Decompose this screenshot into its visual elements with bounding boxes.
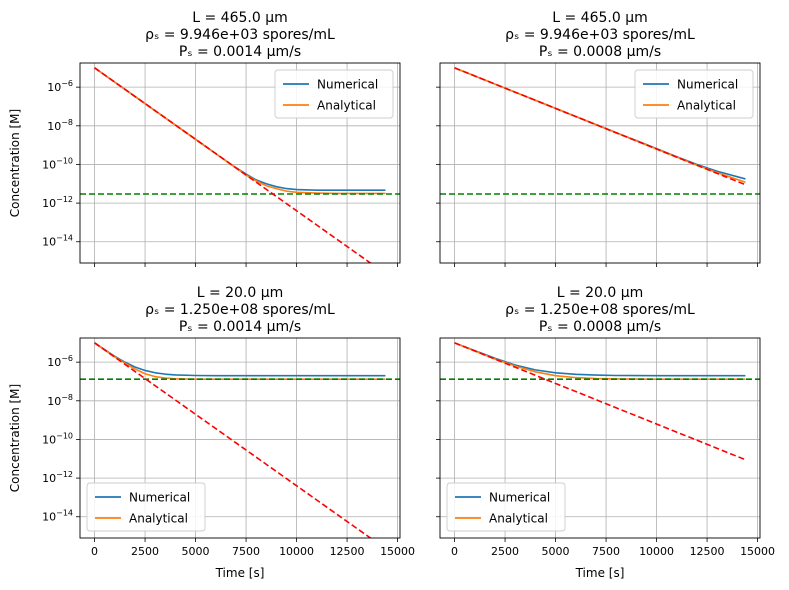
subplot-title-line-3: Pₛ = 0.0014 µm/s [179,44,301,60]
legend-label-analytical: Analytical [677,99,736,113]
subplot-title-line-3: Pₛ = 0.0014 µm/s [179,319,301,335]
y-tick-label: 10−10 [42,156,73,171]
initial-decay-dashed-line [94,67,372,263]
legend-label-numerical: Numerical [489,491,550,505]
x-axis-label: Time [s] [215,566,265,580]
x-tick-label: 12500 [690,545,725,558]
y-tick-label: 10−8 [47,393,73,408]
y-tick-label: 10−12 [42,470,73,485]
x-tick-label: 12500 [330,545,365,558]
subplot-title-line-3: Pₛ = 0.0008 µm/s [539,319,661,335]
subplot-title-line-2: ρₛ = 1.250e+08 spores/mL [145,302,335,318]
subplot-title-line-3: Pₛ = 0.0008 µm/s [539,44,661,60]
axes-frame [79,337,401,539]
initial-decay-dashed-line [94,342,372,538]
axes-frame [79,62,401,264]
axes-frame [439,337,761,539]
legend-label-analytical: Analytical [489,512,548,526]
subplot-title-line-1: L = 20.0 µm [197,285,284,301]
legend: Numerical Analytical [86,482,206,532]
legend: Numerical Analytical [274,69,394,119]
subplot-title-line-2: ρₛ = 9.946e+03 spores/mL [145,27,335,43]
y-tick-label: 10−6 [47,354,73,369]
x-tick-label: 2500 [491,545,519,558]
y-tick-label: 10−6 [47,79,73,94]
subplot-title-line-2: ρₛ = 9.946e+03 spores/mL [505,27,695,43]
legend-label-numerical: Numerical [317,78,378,92]
x-tick-label: 5000 [182,545,210,558]
x-tick-label: 0 [91,545,98,558]
legend-label-analytical: Analytical [317,99,376,113]
series-line-numerical [454,342,746,377]
series-line-analytical [94,342,386,380]
legend: Numerical Analytical [446,482,566,532]
y-tick-label: 10−8 [47,118,73,133]
series-group [80,67,400,263]
legend-box [86,482,206,532]
x-tick-label: 5000 [542,545,570,558]
x-tick-label: 15000 [380,545,415,558]
legend-label-numerical: Numerical [677,78,738,92]
subplot-title-line-1: L = 20.0 µm [557,285,644,301]
axes-frame [439,62,761,264]
subplot-title-line-2: ρₛ = 1.250e+08 spores/mL [505,302,695,318]
legend-box [274,69,394,119]
series-group [440,342,760,461]
x-tick-label: 10000 [279,545,314,558]
x-tick-label: 10000 [639,545,674,558]
legend-box [634,69,754,119]
x-axis-label: Time [s] [575,566,625,580]
legend: Numerical Analytical [634,69,754,119]
y-tick-label: 10−12 [42,195,73,210]
series-group [440,67,760,195]
x-tick-label: 15000 [740,545,775,558]
x-tick-label: 0 [451,545,458,558]
legend-label-analytical: Analytical [129,512,188,526]
x-tick-label: 7500 [232,545,260,558]
y-axis-label: Concentration [M] [8,109,22,217]
subplot-title-line-1: L = 465.0 µm [552,10,648,26]
initial-decay-dashed-line [454,342,746,461]
x-tick-label: 7500 [592,545,620,558]
y-tick-label: 10−14 [42,509,73,524]
initial-decay-dashed-line [454,67,746,186]
legend-box [446,482,566,532]
y-tick-label: 10−14 [42,234,73,249]
series-group [80,342,400,538]
legend-label-numerical: Numerical [129,491,190,505]
subplot-4: 0 2500 5000 7500 10000 12500 15000 L = 20.0 µmρ… [436,285,775,580]
subplot-title-line-1: L = 465.0 µm [192,10,288,26]
y-tick-label: 10−10 [42,431,73,446]
x-tick-label: 2500 [131,545,159,558]
subplot-3: 0 2500 5000 7500 10000 12500 15000 10−14 10−12 10… [8,285,415,580]
y-axis-label: Concentration [M] [8,384,22,492]
